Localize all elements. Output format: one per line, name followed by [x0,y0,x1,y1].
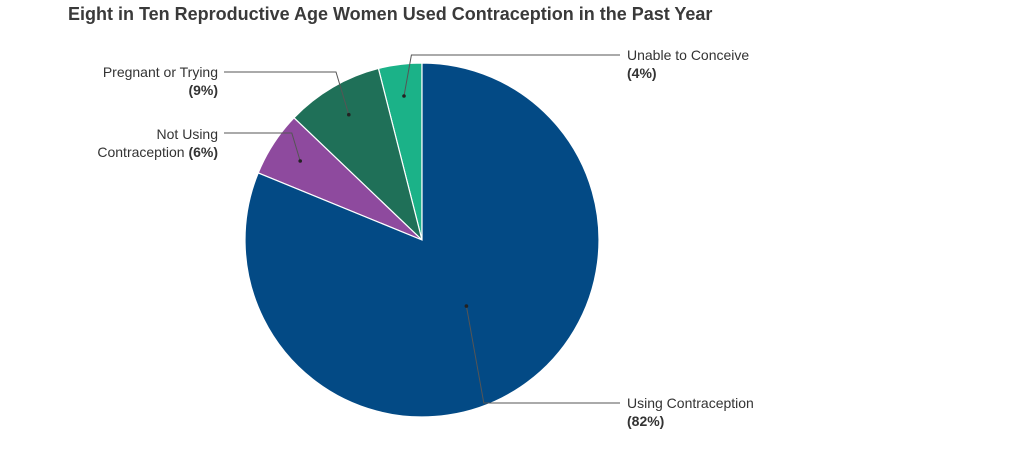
pie-slice-pregnant-or-trying [293,67,424,242]
pie-slice-using-contraception [244,62,600,418]
data-label-pregnant-or-trying: Pregnant or Trying (9%) [103,64,218,98]
chart-title: Eight in Ten Reproductive Age Women Used… [68,4,713,24]
leader-dot-not-using-contraception [298,159,303,163]
leader-dot-using-contraception [464,304,469,308]
leader-line-not-using-contraception [224,132,301,162]
leader-line-using-contraception [465,306,620,404]
leader-line-unable-to-conceive [403,54,620,97]
leader-line-pregnant-or-trying [224,71,350,115]
data-label-using-contraception: Using Contraception (82%) [627,395,754,429]
data-label-not-using-contraception: Not Using Contraception (6%) [97,126,218,160]
data-label-unable-to-conceive: Unable to Conceive (4%) [627,47,749,81]
leader-dot-unable-to-conceive [402,94,406,98]
leader-dot-pregnant-or-trying [347,112,351,117]
